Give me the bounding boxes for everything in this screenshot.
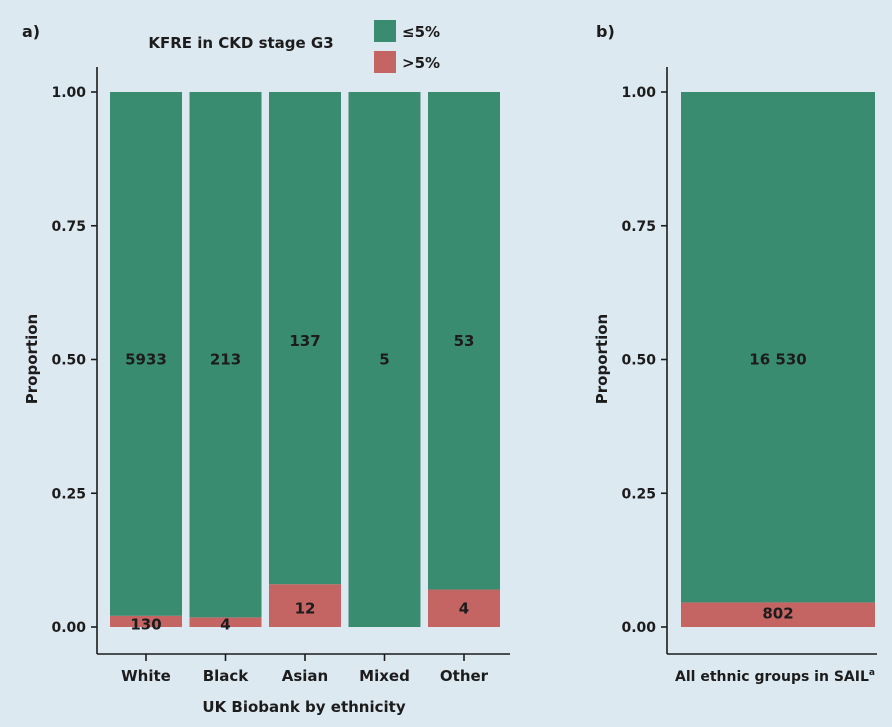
bar-le5 [189, 92, 262, 618]
data-label-gt5: 130 [130, 615, 161, 633]
bar-gt5 [428, 589, 500, 627]
x-tick-label: White [121, 667, 171, 685]
bar-le5 [110, 92, 182, 616]
y-axis-title-b: Proportion [593, 314, 611, 404]
data-label-gt5: 4 [220, 615, 230, 633]
y-tick-label: 0.75 [51, 219, 86, 235]
y-tick-label: 1.00 [51, 85, 86, 101]
y-tick-label: 0.50 [621, 353, 656, 369]
bar-gt5 [269, 584, 341, 627]
x-tick-label: Black [203, 667, 250, 685]
data-label-le5: 137 [289, 332, 320, 350]
bar-le5 [348, 92, 421, 627]
legend-swatch-le5 [374, 20, 396, 42]
y-tick-label: 0.25 [51, 486, 86, 502]
bar-le5 [681, 92, 875, 603]
y-axis-a: 0.00 0.25 0.50 0.75 1.00 [51, 67, 98, 654]
bar-le5 [428, 92, 500, 590]
x-axis-title-b-text: All ethnic groups in SAIL [675, 669, 869, 685]
x-axis-title-a: UK Biobank by ethnicity [202, 698, 405, 716]
x-axis-title-b: All ethnic groups in SAILa [675, 668, 875, 685]
x-tick-label: Other [440, 667, 489, 685]
y-tick-label: 0.00 [51, 620, 86, 636]
legend: ≤5% >5% [374, 20, 440, 73]
panel-b-label: b) [596, 22, 615, 41]
bar-gt5 [681, 602, 875, 627]
y-tick-label: 0.25 [621, 486, 656, 502]
data-label-le5: 16 530 [749, 351, 806, 369]
bars-a: 5933 130 213 4 137 12 5 53 4 [110, 92, 500, 633]
y-tick-label: 0.00 [621, 620, 656, 636]
bar-gt5 [110, 615, 182, 627]
legend-swatch-gt5 [374, 51, 396, 73]
x-tick-label: Mixed [359, 667, 410, 685]
panel-b: b) Proportion 0.00 0.25 0.50 0.75 1.00 16 53… [593, 22, 877, 685]
chart-title: KFRE in CKD stage G3 [148, 34, 333, 52]
data-label-gt5: 802 [762, 605, 793, 623]
bars-b: 16 530 802 [681, 92, 875, 627]
data-label-le5: 5 [379, 351, 389, 369]
x-axis-a: White Black Asian Mixed Other [97, 653, 510, 685]
bar-gt5 [189, 617, 262, 627]
legend-label-le5: ≤5% [402, 23, 440, 41]
bar-le5 [269, 92, 341, 585]
panel-a: a) KFRE in CKD stage G3 ≤5% >5% Proporti… [22, 20, 510, 716]
y-axis-b: 0.00 0.25 0.50 0.75 1.00 [621, 67, 668, 654]
legend-label-gt5: >5% [402, 54, 440, 72]
data-label-le5: 5933 [125, 351, 167, 369]
x-axis-title-b-sup: a [869, 668, 875, 678]
panel-a-label: a) [22, 22, 40, 41]
y-tick-label: 0.75 [621, 219, 656, 235]
y-tick-label: 0.50 [51, 353, 86, 369]
y-axis-title-a: Proportion [23, 314, 41, 404]
y-tick-label: 1.00 [621, 85, 656, 101]
x-tick-label: Asian [282, 667, 328, 685]
data-label-gt5: 12 [295, 599, 316, 617]
data-label-gt5: 4 [459, 599, 469, 617]
data-label-le5: 53 [454, 332, 475, 350]
data-label-le5: 213 [210, 351, 241, 369]
